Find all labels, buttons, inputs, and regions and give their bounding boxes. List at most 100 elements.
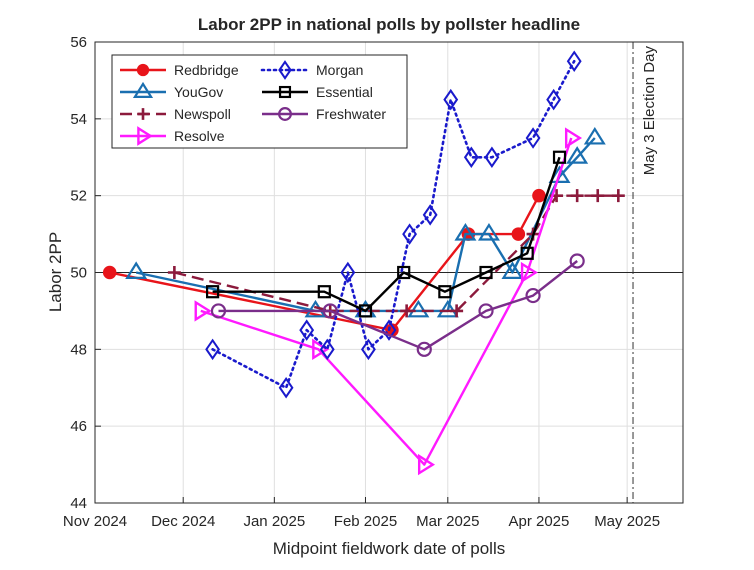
data-point-yougov — [583, 126, 606, 145]
series-morgan — [205, 50, 582, 399]
x-tick-label: Apr 2025 — [508, 513, 569, 530]
series-line-resolve — [200, 137, 573, 466]
legend-item-newspoll: Newspoll — [120, 106, 231, 122]
data-point-yougov — [477, 223, 500, 241]
data-point-morgan — [299, 319, 315, 341]
y-tick-label: 54 — [70, 111, 87, 128]
legend-marker-freshwater — [278, 107, 292, 121]
legend-item-yougov: YouGov — [120, 81, 223, 100]
series-resolve — [194, 127, 583, 476]
data-point-essential — [206, 285, 220, 299]
data-point-morgan — [566, 50, 582, 72]
data-point-morgan — [525, 127, 541, 149]
series-essential — [206, 150, 567, 318]
series-freshwater — [210, 253, 585, 357]
data-point-resolve — [417, 453, 436, 476]
data-point-freshwater — [569, 253, 585, 269]
data-point-morgan — [361, 338, 376, 361]
legend-marker-morgan — [278, 60, 292, 80]
data-point-morgan — [463, 146, 479, 169]
data-point-freshwater — [322, 303, 338, 319]
series-line-freshwater — [218, 260, 578, 351]
legend-label-freshwater: Freshwater — [316, 106, 386, 122]
series-line-essential — [212, 156, 561, 313]
data-point-redbridge — [511, 227, 526, 241]
legend-marker-yougov — [132, 81, 154, 98]
y-axis-label: Labor 2PP — [46, 232, 65, 312]
series-yougov — [125, 126, 606, 318]
data-point-newspoll — [611, 189, 625, 203]
data-point-morgan — [402, 223, 417, 245]
ticks: Nov 2024 Dec 2024 Jan 2025 Feb 2025 Mar 2025… — [63, 34, 660, 530]
data-point-newspoll — [591, 189, 605, 203]
chart-title: Labor 2PP in national polls by pollster … — [198, 15, 580, 34]
data-point-morgan — [443, 88, 459, 111]
series-line-newspoll — [174, 194, 619, 313]
legend: Redbridge YouGov Newspoll Resolve Morgan Esse… — [111, 54, 408, 149]
data-point-morgan — [381, 319, 397, 341]
x-tick-label: Feb 2025 — [334, 513, 397, 530]
series-newspoll — [167, 189, 625, 318]
legend-label-newspoll: Newspoll — [174, 106, 231, 122]
data-point-yougov — [407, 299, 430, 318]
legend-marker-redbridge — [136, 63, 150, 77]
legend-marker-newspoll — [137, 108, 149, 120]
y-tick-label: 48 — [70, 341, 87, 358]
x-tick-label: Jan 2025 — [243, 513, 305, 530]
series-layer — [102, 50, 625, 476]
data-point-yougov — [436, 299, 459, 318]
x-axis-label: Midpoint fieldwork date of polls — [273, 539, 505, 558]
x-tick-label: Nov 2024 — [63, 513, 127, 530]
series-line-yougov — [135, 137, 596, 313]
y-tick-label: 56 — [70, 34, 87, 51]
legend-label-yougov: YouGov — [174, 84, 223, 100]
legend-label-resolve: Resolve — [174, 128, 225, 144]
legend-label-morgan: Morgan — [316, 62, 363, 78]
legend-item-morgan: Morgan — [260, 60, 363, 80]
data-point-newspoll — [167, 266, 181, 279]
data-point-essential — [397, 265, 411, 280]
data-point-essential — [358, 304, 373, 318]
x-tick-label: Mar 2025 — [416, 513, 479, 530]
data-point-essential — [438, 285, 452, 299]
y-tick-label: 50 — [70, 265, 87, 282]
data-point-morgan — [278, 376, 294, 399]
series-line-morgan — [211, 59, 576, 390]
legend-marker-resolve — [137, 126, 153, 146]
data-point-resolve — [312, 338, 330, 360]
data-point-newspoll — [570, 189, 584, 203]
data-point-morgan — [205, 338, 221, 361]
reference-lines: May 3 Election Day — [95, 42, 683, 503]
data-point-newspoll — [450, 304, 464, 318]
election-day-label: May 3 Election Day — [641, 46, 658, 176]
y-tick-label: 46 — [70, 418, 87, 435]
data-point-redbridge — [102, 265, 117, 280]
data-point-morgan — [546, 88, 562, 111]
legend-item-freshwater: Freshwater — [262, 106, 386, 122]
data-point-freshwater — [525, 287, 541, 304]
data-point-essential — [552, 150, 567, 164]
data-point-yougov — [548, 165, 571, 183]
x-tick-label: Dec 2024 — [151, 513, 215, 530]
data-point-freshwater — [210, 303, 227, 319]
data-point-essential — [479, 265, 493, 280]
y-tick-label: 52 — [70, 188, 87, 205]
y-tick-label: 44 — [70, 495, 87, 512]
data-point-morgan — [340, 261, 356, 284]
legend-item-resolve: Resolve — [120, 126, 225, 146]
data-point-yougov — [125, 261, 148, 279]
legend-item-essential: Essential — [262, 84, 373, 100]
data-point-morgan — [319, 338, 335, 361]
data-point-freshwater — [416, 341, 432, 357]
data-point-yougov — [566, 146, 589, 164]
data-point-freshwater — [478, 303, 494, 319]
data-point-resolve — [194, 300, 212, 322]
data-point-resolve — [564, 127, 583, 149]
legend-item-redbridge: Redbridge — [120, 62, 239, 78]
legend-label-redbridge: Redbridge — [174, 62, 239, 78]
data-point-morgan — [484, 146, 500, 169]
legend-label-essential: Essential — [316, 84, 373, 100]
data-point-yougov — [501, 261, 524, 279]
x-tick-label: May 2025 — [594, 513, 660, 530]
